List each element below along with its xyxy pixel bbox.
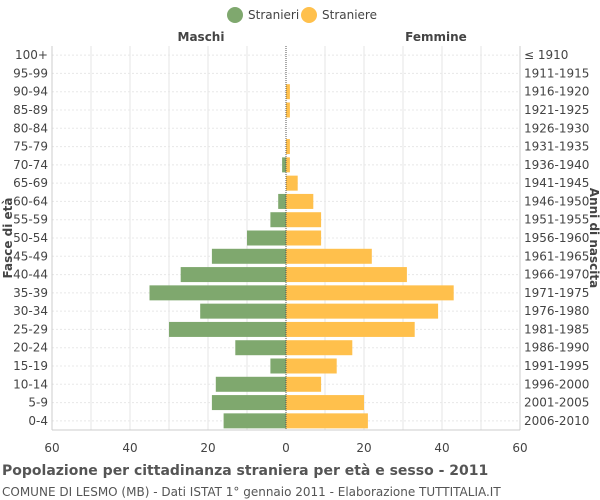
birth-year-label: 2001-2005	[524, 396, 589, 410]
bar-stranieri-5-9	[211, 395, 286, 411]
bar-stranieri-40-44	[180, 267, 286, 283]
birth-year-label: 1941-1945	[524, 176, 589, 190]
x-tick-label: 20	[200, 441, 215, 455]
bar-straniere-75-79	[286, 139, 290, 155]
x-tick-label: 40	[434, 441, 449, 455]
legend-label-straniere: Straniere	[322, 8, 377, 22]
bar-stranieri-50-54	[247, 230, 286, 246]
birth-year-label: 1991-1995	[524, 359, 589, 373]
bar-straniere-50-54	[286, 230, 322, 246]
birth-year-label: 1931-1935	[524, 140, 589, 154]
bar-stranieri-70-74	[282, 157, 286, 173]
age-group-label: 40-44	[13, 268, 48, 282]
legend-swatch-straniere	[301, 7, 317, 23]
chart-subtitle: COMUNE DI LESMO (MB) - Dati ISTAT 1° gen…	[2, 485, 501, 499]
age-group-label: 80-84	[13, 121, 48, 135]
age-group-label: 90-94	[13, 85, 48, 99]
birth-year-label: 1966-1970	[524, 268, 589, 282]
age-group-label: 75-79	[13, 140, 48, 154]
birth-year-label: 1986-1990	[524, 341, 589, 355]
bar-straniere-90-94	[286, 84, 290, 100]
bar-straniere-70-74	[286, 157, 290, 173]
y-axis-title-left: Fasce di età	[1, 197, 15, 278]
age-group-label: 70-74	[13, 158, 48, 172]
header-femmine: Femmine	[405, 30, 467, 44]
age-group-label: 65-69	[13, 176, 48, 190]
birth-year-label: 1911-1915	[524, 66, 589, 80]
bar-straniere-40-44	[286, 267, 407, 283]
age-group-label: 0-4	[28, 414, 48, 428]
y-axis-title-right: Anni di nascita	[587, 188, 600, 288]
x-tick-label: 40	[122, 441, 137, 455]
birth-year-label: 1951-1955	[524, 213, 589, 227]
age-group-label: 100+	[15, 48, 48, 62]
birth-year-label: 1981-1985	[524, 322, 589, 336]
birth-year-label: 1961-1965	[524, 249, 589, 263]
bar-straniere-60-64	[286, 193, 314, 209]
age-group-label: 95-99	[13, 66, 48, 80]
age-group-label: 20-24	[13, 341, 48, 355]
age-group-label: 35-39	[13, 286, 48, 300]
bar-straniere-55-59	[286, 212, 322, 228]
bar-stranieri-30-34	[200, 303, 286, 319]
age-group-label: 30-34	[13, 304, 48, 318]
age-group-label: 10-14	[13, 377, 48, 391]
bar-stranieri-55-59	[270, 212, 286, 228]
legend-label-stranieri: Stranieri	[248, 8, 299, 22]
bar-straniere-20-24	[286, 340, 353, 356]
bar-straniere-35-39	[286, 285, 454, 301]
bar-straniere-30-34	[286, 303, 439, 319]
birth-year-label: 2006-2010	[524, 414, 589, 428]
legend-swatch-stranieri	[227, 7, 243, 23]
header-maschi: Maschi	[178, 30, 225, 44]
bar-straniere-15-19	[286, 358, 337, 374]
bar-straniere-45-49	[286, 248, 372, 264]
birth-year-label: 1946-1950	[524, 194, 589, 208]
bar-straniere-65-69	[286, 175, 298, 191]
bar-stranieri-45-49	[211, 248, 286, 264]
age-group-label: 55-59	[13, 213, 48, 227]
age-group-label: 85-89	[13, 103, 48, 117]
age-group-label: 50-54	[13, 231, 48, 245]
x-tick-label: 0	[282, 441, 290, 455]
x-tick-label: 60	[512, 441, 527, 455]
bar-stranieri-60-64	[278, 193, 286, 209]
birth-year-label: 1956-1960	[524, 231, 589, 245]
bar-straniere-10-14	[286, 376, 322, 392]
birth-year-label: 1936-1940	[524, 158, 589, 172]
x-tick-label: 60	[44, 441, 59, 455]
birth-year-label: 1916-1920	[524, 85, 589, 99]
birth-year-label: ≤ 1910	[524, 48, 568, 62]
bar-stranieri-25-29	[169, 321, 286, 337]
bar-stranieri-35-39	[149, 285, 286, 301]
birth-year-label: 1976-1980	[524, 304, 589, 318]
birth-year-label: 1996-2000	[524, 377, 589, 391]
chart-title: Popolazione per cittadinanza straniera p…	[2, 463, 489, 479]
bar-straniere-5-9	[286, 395, 364, 411]
age-group-label: 60-64	[13, 194, 48, 208]
bar-stranieri-20-24	[235, 340, 286, 356]
birth-year-label: 1921-1925	[524, 103, 589, 117]
bar-stranieri-0-4	[223, 413, 286, 429]
bar-straniere-85-89	[286, 102, 290, 118]
bar-stranieri-10-14	[215, 376, 286, 392]
birth-year-label: 1971-1975	[524, 286, 589, 300]
age-group-label: 25-29	[13, 322, 48, 336]
bar-straniere-0-4	[286, 413, 368, 429]
age-group-label: 5-9	[28, 396, 48, 410]
bar-stranieri-15-19	[270, 358, 286, 374]
x-tick-label: 20	[356, 441, 371, 455]
bar-straniere-25-29	[286, 321, 415, 337]
age-group-label: 15-19	[13, 359, 48, 373]
birth-year-label: 1926-1930	[524, 121, 589, 135]
age-group-label: 45-49	[13, 249, 48, 263]
